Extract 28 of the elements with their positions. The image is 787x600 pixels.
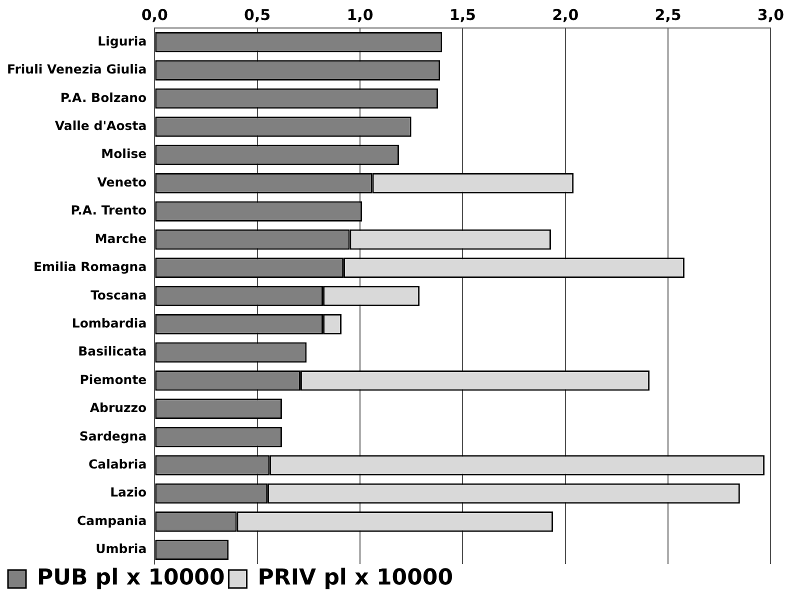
y-tick-label: Liguria bbox=[98, 33, 147, 48]
y-tick-label: Emilia Romagna bbox=[33, 259, 147, 274]
x-tick-label: 1,0 bbox=[346, 6, 374, 24]
y-tick-label: Calabria bbox=[88, 456, 147, 472]
legend-label: PUB pl x 10000 bbox=[37, 566, 225, 591]
y-tick-label: Molise bbox=[101, 146, 147, 162]
y-tick-label: Piemonte bbox=[80, 372, 147, 387]
y-tick-label: Veneto bbox=[97, 174, 148, 190]
x-tick-label: 3,0 bbox=[757, 6, 784, 24]
x-tick-label: 0,0 bbox=[141, 6, 168, 24]
y-tick-label: P.A. Trento bbox=[70, 202, 148, 218]
y-tick-label: Basilicata bbox=[78, 344, 147, 359]
x-tick-label: 2,5 bbox=[654, 6, 682, 24]
x-tick-label: 2,0 bbox=[552, 6, 579, 24]
x-tick-label: 1,5 bbox=[449, 6, 476, 24]
y-tick-label: Toscana bbox=[90, 287, 147, 302]
legend-label: PRIV pl x 10000 bbox=[258, 566, 454, 591]
y-tick-label: Valle d'Aosta bbox=[54, 118, 147, 133]
y-tick-label: Abruzzo bbox=[90, 400, 148, 416]
y-tick-label: Campania bbox=[77, 512, 147, 528]
y-tick-label: Friuli Venezia Giulia bbox=[6, 62, 147, 77]
x-tick-label: 0,5 bbox=[244, 6, 271, 24]
y-tick-label: Marche bbox=[94, 230, 147, 246]
y-tick-label: Lazio bbox=[110, 484, 148, 500]
y-tick-label: Sardegna bbox=[79, 428, 147, 444]
y-tick-label: P.A. Bolzano bbox=[60, 90, 148, 105]
y-tick-label: Umbria bbox=[96, 541, 147, 556]
y-tick-label: Lombardia bbox=[72, 315, 147, 330]
